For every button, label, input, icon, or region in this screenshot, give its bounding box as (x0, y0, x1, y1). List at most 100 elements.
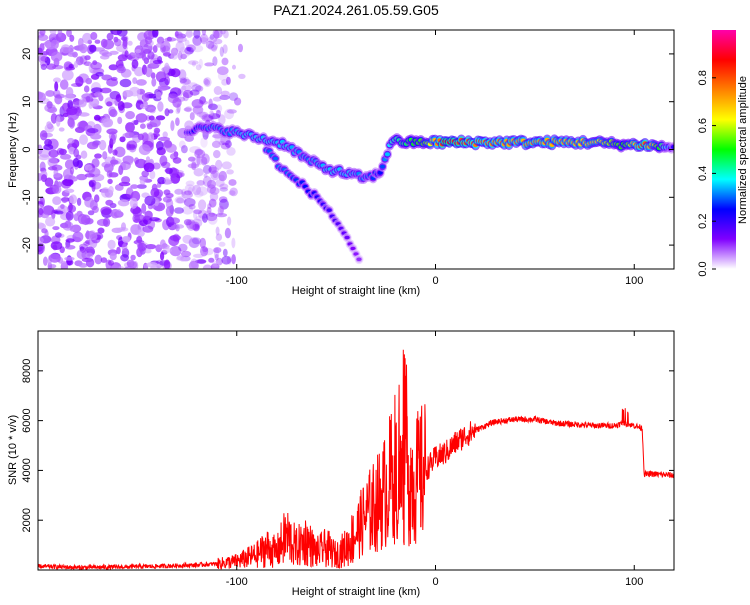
noise-cell (174, 31, 183, 39)
noise-cell (60, 153, 72, 160)
noise-cell (192, 44, 204, 53)
noise-cell (90, 61, 102, 70)
noise-cell (103, 162, 114, 173)
noise-cell (124, 50, 129, 58)
noise-cell (164, 108, 170, 117)
noise-cell (203, 115, 214, 121)
noise-cell (191, 61, 196, 67)
noise-cell (228, 92, 239, 101)
noise-cell (156, 36, 165, 45)
noise-cell (131, 59, 139, 69)
noise-cell (145, 244, 157, 250)
noise-cell (152, 30, 159, 38)
colorbar-tick-label: 0.2 (697, 214, 709, 229)
noise-cell (215, 226, 220, 236)
noise-cell (170, 47, 179, 56)
noise-cell (152, 45, 158, 53)
noise-cell (187, 82, 198, 87)
noise-cell (107, 239, 116, 250)
noise-cell (185, 30, 193, 38)
noise-cell (61, 69, 74, 81)
noise-cell (80, 150, 88, 159)
noise-cell (219, 94, 230, 100)
noise-cell (195, 85, 204, 92)
noise-cell (121, 243, 128, 252)
noise-cell (162, 131, 168, 138)
noise-cell (126, 140, 138, 151)
noise-cell (64, 93, 75, 101)
noise-cell (199, 237, 206, 249)
noise-cell (43, 144, 54, 151)
noise-cell (72, 231, 84, 243)
noise-cell (177, 51, 183, 61)
noise-cell (227, 216, 232, 226)
noise-cell (155, 91, 162, 100)
noise-cell (220, 90, 230, 97)
noise-cell (72, 158, 80, 167)
noise-cell (88, 101, 93, 109)
noise-cell (225, 140, 232, 148)
noise-cell (78, 263, 88, 268)
noise-cell (160, 239, 166, 249)
noise-cell (188, 156, 196, 162)
noise-cell (200, 246, 209, 257)
noise-cell (155, 42, 165, 48)
noise-cell (43, 256, 48, 266)
noise-cell (200, 33, 209, 45)
noise-cell (60, 204, 65, 209)
colorbar-tick-label: 0.6 (697, 118, 709, 133)
noise-cell (82, 32, 93, 44)
snr-y-axis-label: SNR (10 * v/v) (7, 415, 19, 485)
noise-cell (205, 40, 215, 49)
noise-cell (218, 241, 226, 247)
y-tick-label: 4000 (21, 458, 33, 482)
heatmap-x-ticks: -100 0 100 (226, 30, 643, 287)
noise-cell (215, 257, 223, 266)
noise-cell (94, 91, 103, 98)
noise-cell (170, 120, 175, 132)
noise-cell (58, 127, 65, 132)
noise-cell (184, 39, 190, 47)
noise-cell (228, 179, 237, 186)
noise-cell (59, 79, 69, 90)
noise-cell (228, 190, 236, 196)
noise-cell (202, 175, 212, 187)
noise-cell (200, 156, 208, 166)
noise-cell (121, 102, 133, 109)
noise-cell (135, 49, 142, 54)
noise-cell (209, 187, 220, 195)
noise-cell (109, 50, 119, 55)
noise-cell (219, 46, 224, 57)
noise-cell (140, 123, 146, 129)
noise-cell (192, 35, 202, 46)
noise-cell (196, 186, 208, 196)
noise-cell (73, 148, 80, 158)
noise-cell (209, 34, 215, 40)
noise-cell (193, 168, 204, 177)
noise-cell (181, 145, 188, 154)
noise-cell (215, 109, 221, 118)
noise-cell (119, 161, 131, 171)
noise-cell (50, 39, 59, 50)
noise-cell (186, 220, 196, 231)
noise-cell (170, 224, 179, 230)
noise-cell (48, 264, 57, 269)
noise-cell (40, 63, 47, 70)
noise-cell (132, 77, 138, 84)
noise-cell (76, 197, 82, 206)
noise-cell (136, 184, 147, 189)
noise-cell (45, 216, 56, 227)
noise-cell (191, 99, 204, 109)
noise-cell (204, 79, 211, 86)
noise-cell (188, 237, 200, 249)
noise-cell (219, 205, 224, 214)
noise-cell (153, 130, 160, 137)
noise-cell (226, 109, 237, 114)
noise-cell (183, 198, 196, 207)
noise-cell (116, 65, 126, 74)
secondary-ridge-cell (350, 246, 356, 251)
colorbar-tick-label: 0.8 (697, 70, 709, 85)
noise-cell (215, 233, 223, 241)
noise-cell (78, 112, 90, 117)
